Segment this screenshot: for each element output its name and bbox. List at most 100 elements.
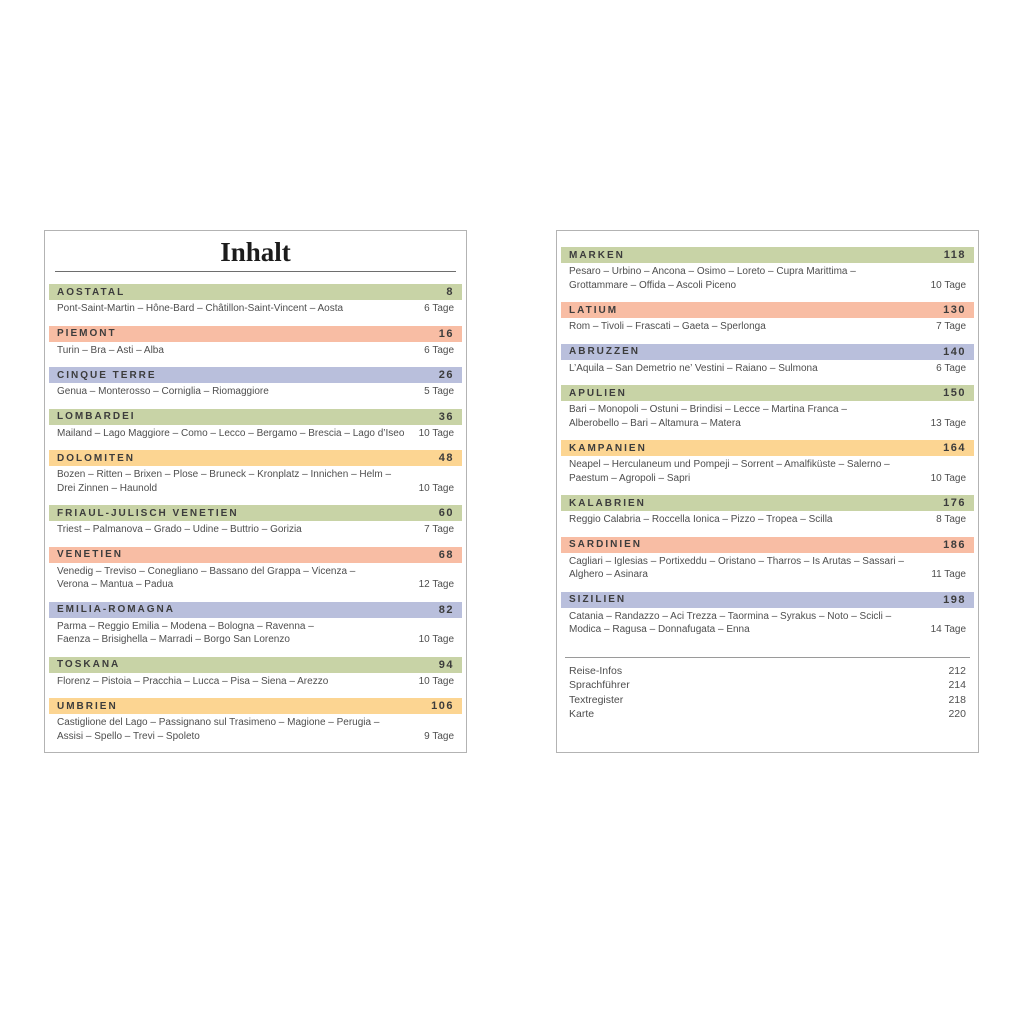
section-duration: 5 Tage [424,386,454,397]
section-page-number: 26 [438,369,454,381]
section-page-number: 176 [943,497,966,509]
toc-section-umbrien: UMBRIEN 106 Castiglione del Lago – Passi… [49,698,462,743]
section-title: FRIAUL-JULISCH VENETIEN [57,507,239,519]
section-page-number: 82 [438,603,454,616]
section-route: Venedig – Treviso – Conegliano – Bassano… [57,565,356,591]
section-route: Pont-Saint-Martin – Hône-Bard – Châtillo… [57,303,344,314]
section-title: ABRUZZEN [569,346,640,357]
toc-page-right: MARKEN 118 Pesaro – Urbino – Ancona – Os… [556,230,979,753]
section-page-number: 68 [438,548,454,561]
section-duration: 10 Tage [418,634,454,645]
toc-section-emilia-romagna: EMILIA-ROMAGNA 82 Parma – Reggio Emilia … [49,601,462,647]
section-page-number: 8 [446,286,454,298]
section-duration: 7 Tage [936,321,966,332]
section-route: Pesaro – Urbino – Ancona – Osimo – Loret… [569,266,856,291]
section-description: Pesaro – Urbino – Ancona – Osimo – Loret… [561,263,974,292]
appendix-page-number: 212 [948,664,966,677]
section-header-bar: AOSTATAL 8 [49,284,462,300]
appendix-block: Reise-Infos 212 Sprachführer 214 Textreg… [565,656,970,722]
section-duration: 6 Tage [424,303,454,314]
section-route: L’Aquila – San Demetrio ne’ Vestini – Ra… [569,362,818,374]
toc-section-toskana: TOSKANA 94 Florenz – Pistoia – Pracchia … [49,656,462,689]
section-page-number: 60 [438,507,454,519]
section-page-number: 94 [438,658,454,671]
section-description: Bozen – Ritten – Brixen – Plose – Brunec… [49,466,462,495]
appendix-page-number: 220 [948,708,966,720]
section-header-bar: TOSKANA 94 [49,656,462,673]
section-duration: 10 Tage [418,482,454,494]
toc-section-sizilien: SIZILIEN 198 Catania – Randazzo – Aci Tr… [561,591,974,637]
section-header-bar: UMBRIEN 106 [49,698,462,714]
section-title: KAMPANIEN [569,442,647,454]
toc-section-sardinien: SARDINIEN 186 Cagliari – Iglesias – Port… [561,536,974,582]
section-duration: 10 Tage [930,472,966,484]
page-title: Inhalt [220,237,291,267]
section-description: Neapel – Herculaneum und Pompeji – Sorre… [561,456,974,485]
appendix-label: Textregister [569,693,624,706]
section-title: AOSTATAL [57,286,126,298]
toc-section-friaul: FRIAUL-JULISCH VENETIEN 60 Triest – Palm… [49,505,462,537]
section-page-number: 198 [943,593,966,606]
section-duration: 10 Tage [418,675,454,687]
section-title: TOSKANA [57,659,121,670]
section-page-number: 36 [438,410,454,423]
section-route: Catania – Randazzo – Aci Trezza – Taormi… [569,610,892,636]
section-description: Parma – Reggio Emilia – Modena – Bologna… [49,618,462,647]
section-page-number: 106 [431,700,454,712]
section-description: Florenz – Pistoia – Pracchia – Lucca – P… [49,673,462,689]
toc-section-latium: LATIUM 130 Rom – Tivoli – Frascati – Gae… [561,302,974,334]
toc-page-left: Inhalt AOSTATAL 8 Pont-Saint-Martin – Hô… [44,230,467,753]
section-title: LATIUM [569,304,619,316]
section-duration: 6 Tage [936,362,966,374]
section-description: Catania – Randazzo – Aci Trezza – Taormi… [561,608,974,637]
section-description: Venedig – Treviso – Conegliano – Bassano… [49,563,462,592]
section-duration: 6 Tage [424,344,454,356]
toc-section-venetien: VENETIEN 68 Venedig – Treviso – Coneglia… [49,546,462,592]
section-title: VENETIEN [57,549,124,560]
toc-section-abruzzen: ABRUZZEN 140 L’Aquila – San Demetrio ne’… [561,343,974,376]
section-page-number: 186 [943,538,966,551]
section-duration: 11 Tage [931,569,966,580]
section-header-bar: FRIAUL-JULISCH VENETIEN 60 [49,505,462,521]
section-route: Reggio Calabria – Roccella Ionica – Pizz… [569,514,833,525]
section-route: Bozen – Ritten – Brixen – Plose – Brunec… [57,469,392,494]
toc-section-lombardei: LOMBARDEI 36 Mailand – Lago Maggiore – C… [49,408,462,441]
section-header-bar: DOLOMITEN 48 [49,450,462,466]
section-header-bar: SIZILIEN 198 [561,591,974,608]
toc-section-piemont: PIEMONT 16 Turin – Bra – Asti – Alba 6 T… [49,325,462,358]
section-description: Turin – Bra – Asti – Alba 6 Tage [49,342,462,358]
section-description: Castiglione del Lago – Passignano sul Tr… [49,714,462,743]
section-description: L’Aquila – San Demetrio ne’ Vestini – Ra… [561,360,974,376]
appendix-page-number: 214 [948,679,966,691]
appendix-label: Reise-Infos [569,664,623,677]
appendix-row-karte: Karte 220 [569,707,966,722]
section-header-bar: APULIEN 150 [561,385,974,401]
section-duration: 13 Tage [930,417,966,429]
section-header-bar: KALABRIEN 176 [561,495,974,511]
section-header-bar: KAMPANIEN 164 [561,440,974,456]
section-header-bar: ABRUZZEN 140 [561,343,974,360]
section-route: Neapel – Herculaneum und Pompeji – Sorre… [569,459,890,484]
section-page-number: 16 [438,327,454,340]
section-title: KALABRIEN [569,497,646,509]
appendix-label: Sprachführer [569,679,630,691]
section-description: Mailand – Lago Maggiore – Como – Lecco –… [49,425,462,441]
section-header-bar: MARKEN 118 [561,247,974,263]
toc-section-apulien: APULIEN 150 Bari – Monopoli – Ostuni – B… [561,385,974,430]
appendix-page-number: 218 [948,693,966,706]
appendix-label: Karte [569,708,595,720]
section-header-bar: LOMBARDEI 36 [49,408,462,425]
section-description: Pont-Saint-Martin – Hône-Bard – Châtillo… [49,300,462,316]
section-duration: 8 Tage [936,514,966,525]
section-page-number: 48 [438,452,454,464]
section-description: Rom – Tivoli – Frascati – Gaeta – Sperlo… [561,318,974,334]
section-header-bar: EMILIA-ROMAGNA 82 [49,601,462,618]
toc-section-kampanien: KAMPANIEN 164 Neapel – Herculaneum und P… [561,440,974,485]
section-duration: 10 Tage [930,279,966,291]
section-route: Bari – Monopoli – Ostuni – Brindisi – Le… [569,404,847,429]
section-page-number: 118 [943,249,966,261]
section-duration: 12 Tage [418,579,454,590]
section-duration: 9 Tage [424,730,454,742]
section-route: Rom – Tivoli – Frascati – Gaeta – Sperlo… [569,321,766,332]
section-page-number: 150 [943,387,966,399]
